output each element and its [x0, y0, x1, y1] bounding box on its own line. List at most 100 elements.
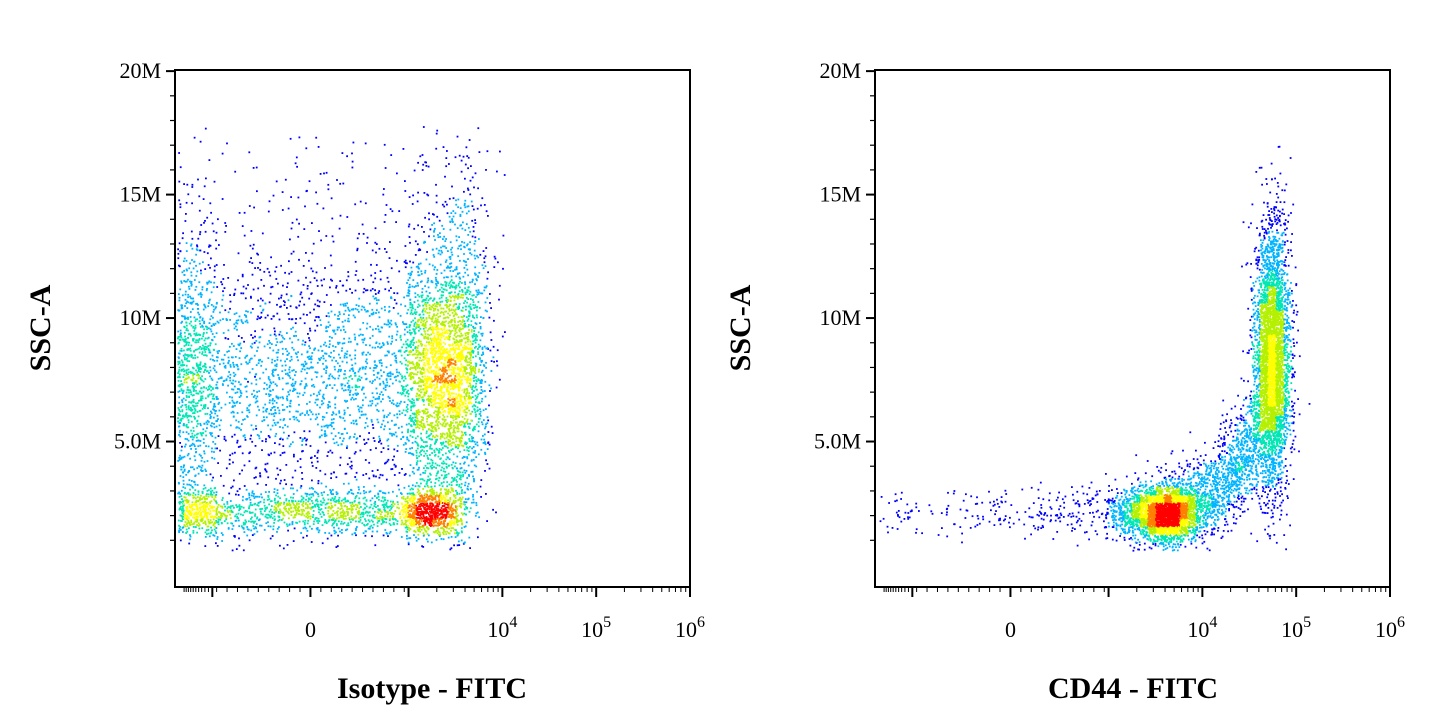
- data-point: [202, 351, 204, 353]
- data-point: [461, 445, 463, 447]
- data-point: [443, 314, 445, 316]
- data-point: [265, 317, 267, 319]
- data-point: [463, 392, 465, 394]
- data-point: [395, 529, 397, 531]
- data-point: [186, 372, 188, 374]
- data-point: [427, 424, 429, 426]
- data-point: [211, 435, 213, 437]
- data-point: [338, 432, 340, 434]
- data-point: [370, 264, 372, 266]
- data-point: [301, 444, 303, 446]
- data-point: [228, 350, 230, 352]
- data-point: [306, 493, 308, 495]
- data-point: [309, 430, 311, 432]
- data-point: [266, 388, 268, 390]
- data-point: [244, 378, 246, 380]
- data-point: [181, 360, 183, 362]
- data-point: [178, 369, 180, 371]
- data-point: [213, 519, 215, 521]
- data-point: [435, 360, 437, 362]
- data-point: [195, 390, 197, 392]
- data-point: [322, 416, 324, 418]
- data-point: [455, 345, 457, 347]
- data-point: [466, 470, 468, 472]
- data-point: [407, 364, 409, 366]
- data-point: [179, 432, 181, 434]
- data-point: [428, 218, 430, 220]
- data-point: [311, 457, 313, 459]
- data-point: [309, 409, 311, 411]
- data-point: [467, 390, 469, 392]
- data-point: [269, 301, 271, 303]
- data-point: [462, 445, 464, 447]
- data-point: [489, 384, 491, 386]
- data-point: [355, 389, 357, 391]
- data-point: [331, 360, 333, 362]
- data-point: [426, 353, 428, 355]
- data-point: [396, 362, 398, 364]
- data-point: [286, 398, 288, 400]
- data-point: [239, 316, 241, 318]
- data-point: [284, 424, 286, 426]
- data-point: [222, 318, 224, 320]
- data-point: [458, 437, 460, 439]
- data-point: [406, 347, 408, 349]
- data-point: [333, 418, 335, 420]
- data-point: [403, 393, 405, 395]
- data-point: [338, 502, 340, 504]
- data-point: [277, 492, 279, 494]
- data-point: [317, 399, 319, 401]
- data-point: [395, 322, 397, 324]
- data-point: [446, 307, 448, 309]
- data-point: [286, 383, 288, 385]
- data-point: [438, 427, 440, 429]
- data-point: [186, 431, 188, 433]
- data-point: [204, 461, 206, 463]
- data-point: [384, 515, 386, 517]
- data-point: [453, 453, 455, 455]
- data-point: [406, 295, 408, 297]
- data-point: [204, 498, 206, 500]
- data-point: [225, 404, 227, 406]
- data-point: [193, 481, 195, 483]
- data-point: [462, 307, 464, 309]
- data-point: [405, 448, 407, 450]
- x-tick-label: 104: [487, 614, 517, 642]
- data-point: [225, 519, 227, 521]
- data-point: [301, 371, 303, 373]
- data-point: [464, 399, 466, 401]
- data-point: [436, 365, 438, 367]
- data-point: [270, 334, 272, 336]
- data-point: [251, 383, 253, 385]
- data-point: [421, 297, 423, 299]
- data-point: [258, 359, 260, 361]
- data-point: [209, 345, 211, 347]
- data-point: [464, 369, 466, 371]
- data-point: [419, 367, 421, 369]
- data-point: [185, 322, 187, 324]
- data-point: [453, 393, 455, 395]
- data-point: [219, 410, 221, 412]
- data-point: [281, 370, 283, 372]
- data-point: [431, 320, 433, 322]
- data-point: [184, 487, 186, 489]
- data-point: [223, 380, 225, 382]
- data-point: [379, 393, 381, 395]
- data-point: [194, 417, 196, 419]
- data-point: [454, 356, 456, 358]
- data-point: [332, 489, 334, 491]
- data-point: [396, 371, 398, 373]
- data-point: [247, 322, 249, 324]
- data-point: [453, 396, 455, 398]
- data-point: [461, 440, 463, 442]
- data-point: [449, 380, 451, 382]
- data-point: [296, 356, 298, 358]
- data-point: [452, 527, 454, 529]
- data-point: [426, 450, 428, 452]
- data-point: [475, 395, 477, 397]
- data-point: [442, 404, 444, 406]
- data-point: [203, 354, 205, 356]
- data-point: [270, 409, 272, 411]
- data-point: [423, 328, 425, 330]
- data-point: [411, 447, 413, 449]
